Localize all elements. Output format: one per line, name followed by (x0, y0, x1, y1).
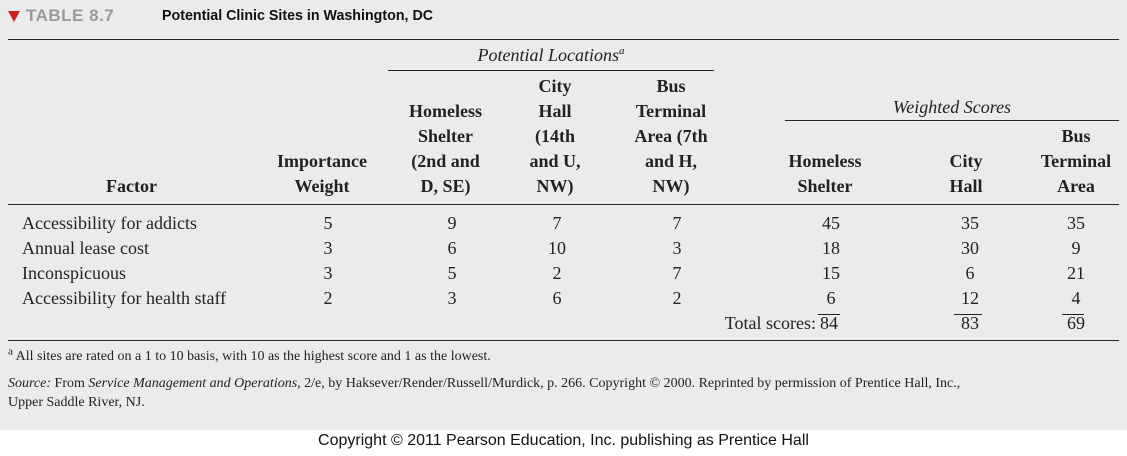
table-cell: 35 (1067, 213, 1085, 233)
table-cell: 6 (826, 288, 836, 308)
header-rule (8, 204, 1119, 205)
col-header-weight: Importance Weight (277, 151, 367, 196)
table-panel: TABLE 8.7 Potential Clinic Sites in Wash… (0, 0, 1127, 430)
table-caption: Potential Clinic Sites in Washington, DC (162, 7, 434, 24)
table-cell: 45 (822, 213, 840, 233)
potential-locations-rule (388, 70, 714, 71)
table-cell: 15 (822, 263, 840, 283)
table-cell: 35 (961, 213, 979, 233)
total-rule-city-hall (954, 314, 982, 315)
group-header-potential-locations: Potential Locationsa (477, 45, 625, 65)
table-cell: 6 (447, 238, 457, 258)
table-cell: 3 (447, 288, 457, 308)
table-row: Inconspicuous (22, 263, 126, 283)
total-scores-label: Total scores: (724, 313, 816, 333)
source-label: Source: (8, 376, 52, 391)
group-header-weighted-scores: Weighted Scores (892, 97, 1012, 117)
col-header-city-hall: City Hall (14th and U, NW) (529, 76, 581, 196)
total-rule-bus (1062, 314, 1084, 315)
col-header-ws-city-hall: City Hall (949, 151, 983, 196)
table-cell: 6 (965, 263, 975, 283)
source-note: Source: From Service Management and Oper… (8, 376, 961, 410)
table-cell: 9 (447, 213, 457, 233)
col-header-bus-terminal: Bus Terminal Area (7th and H, NW) (634, 76, 708, 196)
table-cell: 4 (1071, 288, 1081, 308)
total-rule-homeless (818, 314, 840, 315)
table-cell: 2 (552, 263, 562, 283)
table-row: Accessibility for health staff (22, 288, 227, 308)
table-cell: 18 (822, 238, 840, 258)
copyright-footer: Copyright © 2011 Pearson Education, Inc.… (318, 432, 809, 449)
table-row: Accessibility for addicts (22, 213, 197, 233)
total-bus: 69 (1067, 313, 1085, 333)
bottom-rule (8, 340, 1119, 341)
table-cell: 7 (672, 263, 682, 283)
col-header-factor: Factor (106, 176, 157, 196)
top-rule (8, 39, 1119, 40)
table-cell: 5 (323, 213, 333, 233)
total-homeless: 84 (820, 313, 838, 333)
footnote-text: All sites are rated on a 1 to 10 basis, … (15, 349, 491, 364)
table-cell: 7 (552, 213, 562, 233)
footnote: a All sites are rated on a 1 to 10 basis… (8, 345, 1108, 366)
table-cell: 30 (961, 238, 979, 258)
table-cell: 12 (961, 288, 979, 308)
table-cell: 7 (672, 213, 682, 233)
table-number: TABLE 8.7 (26, 6, 115, 25)
weighted-scores-rule (785, 120, 1119, 121)
table-cell: 2 (323, 288, 333, 308)
table-cell: 9 (1071, 238, 1081, 258)
table-cell: 6 (552, 288, 562, 308)
table-cell: 3 (323, 263, 333, 283)
table-row: Annual lease cost (22, 238, 149, 258)
total-city-hall: 83 (961, 313, 979, 333)
source-book: Service Management and Operations (88, 376, 298, 391)
col-header-ws-bus: Bus Terminal Area (1040, 126, 1112, 196)
col-header-homeless-shelter: Homeless Shelter (2nd and D, SE) (409, 101, 482, 196)
table-cell: 5 (447, 263, 457, 283)
table-cell: 3 (672, 238, 682, 258)
table-cell: 21 (1067, 263, 1085, 283)
triangle-marker-icon (8, 11, 20, 22)
col-header-ws-homeless: Homeless Shelter (788, 151, 862, 196)
table-cell: 2 (672, 288, 682, 308)
table-cell: 3 (323, 238, 333, 258)
table-cell: 10 (548, 238, 566, 258)
footnote-marker: a (8, 345, 13, 358)
